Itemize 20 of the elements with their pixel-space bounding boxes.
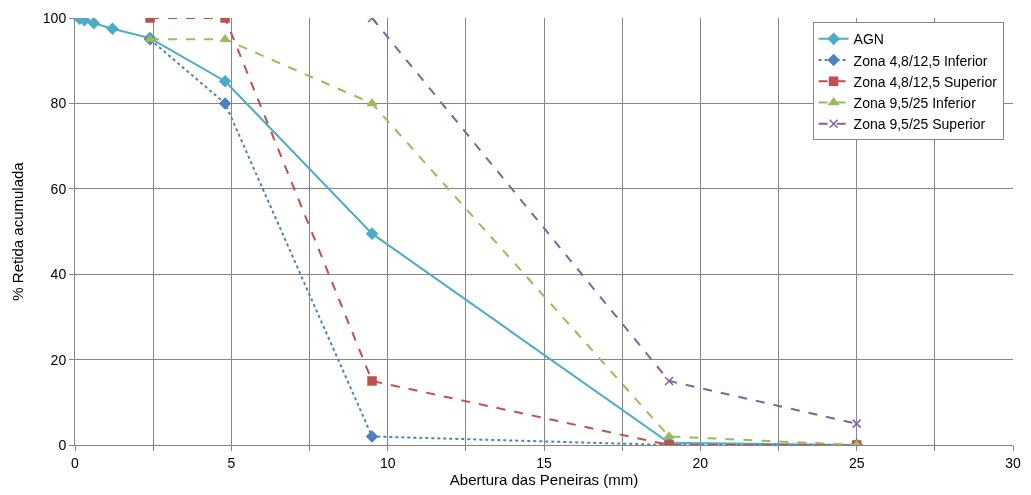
y-tick-label: 0 [58,436,67,453]
legend-label: Zona 9,5/25 Superior [853,116,986,133]
x-tick-label: 20 [692,454,709,471]
x-tick-label: 25 [848,454,865,471]
y-tick-label: 20 [50,351,67,368]
x-tick-label: 5 [227,454,236,471]
x-axis-title: Abertura das Peneiras (mm) [449,470,639,488]
y-tick-label: 100 [42,9,67,26]
y-tick-label: 60 [50,180,67,197]
y-tick-label: 40 [50,266,67,283]
x-tick-label: 10 [379,454,396,471]
legend-label: Zona 9,5/25 Inferior [853,94,977,111]
y-axis-title: % Retida acumulada [9,161,27,301]
x-tick-label: 30 [1005,454,1021,471]
legend-label: Zona 4,8/12,5 Inferior [853,52,988,69]
x-tick-label: 0 [71,454,80,471]
y-tick-label: 80 [50,95,67,112]
legend-label: AGN [853,31,884,48]
x-tick-label: 15 [536,454,552,471]
legend-label: Zona 4,8/12,5 Superior [853,73,998,90]
